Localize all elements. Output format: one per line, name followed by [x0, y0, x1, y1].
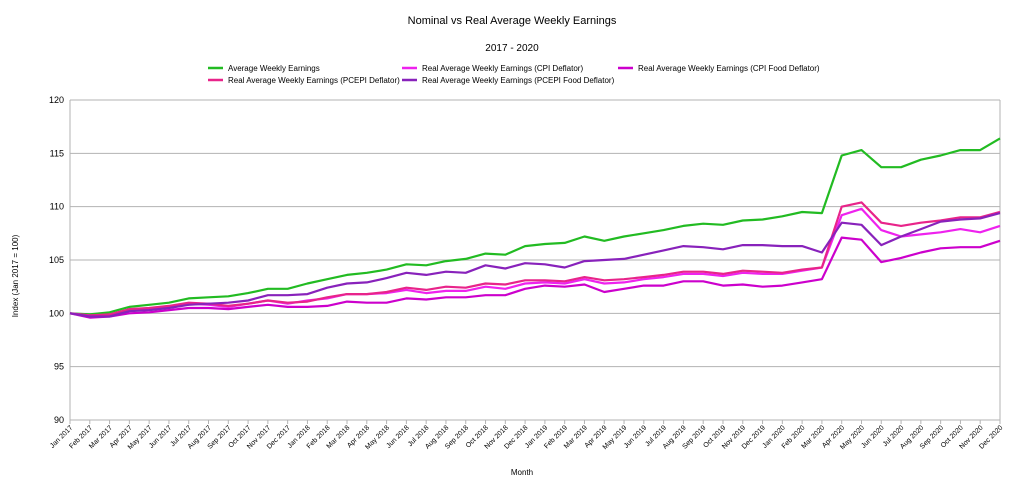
- y-tick-label: 90: [54, 415, 64, 425]
- chart-legend: Average Weekly Earnings Real Average Week…: [208, 64, 820, 85]
- y-tick-label: 100: [49, 308, 64, 318]
- legend-entry: Real Average Weekly Earnings (PCEPI Defl…: [228, 76, 400, 85]
- series-lines: [69, 137, 1001, 319]
- grid-lines: [69, 99, 1001, 421]
- chart-title: Nominal vs Real Average Weekly Earnings: [408, 15, 617, 27]
- chart-subtitle: 2017 - 2020: [485, 43, 539, 54]
- y-axis-label: Index (Jan 2017 = 100): [11, 234, 20, 317]
- legend-entry: Real Average Weekly Earnings (CPI Deflat…: [422, 64, 583, 73]
- series-line-3: [69, 236, 1001, 319]
- y-tick-label: 105: [49, 255, 64, 265]
- y-tick-label: 115: [50, 148, 64, 158]
- series-line-1: [69, 137, 1001, 316]
- x-axis-label: Month: [511, 468, 533, 477]
- y-tick-label: 120: [49, 95, 64, 105]
- legend-entry: Real Average Weekly Earnings (CPI Food D…: [638, 64, 820, 73]
- y-tick-label: 95: [54, 362, 64, 372]
- legend-entry: Average Weekly Earnings: [228, 64, 320, 73]
- series-line-5: [69, 212, 1001, 318]
- y-tick-label: 110: [50, 202, 64, 212]
- y-axis-ticks: 90 95 100 105 110 115 120: [49, 95, 64, 425]
- legend-entry: Real Average Weekly Earnings (PCEPI Food…: [422, 76, 615, 85]
- series-line-4: [69, 201, 1001, 317]
